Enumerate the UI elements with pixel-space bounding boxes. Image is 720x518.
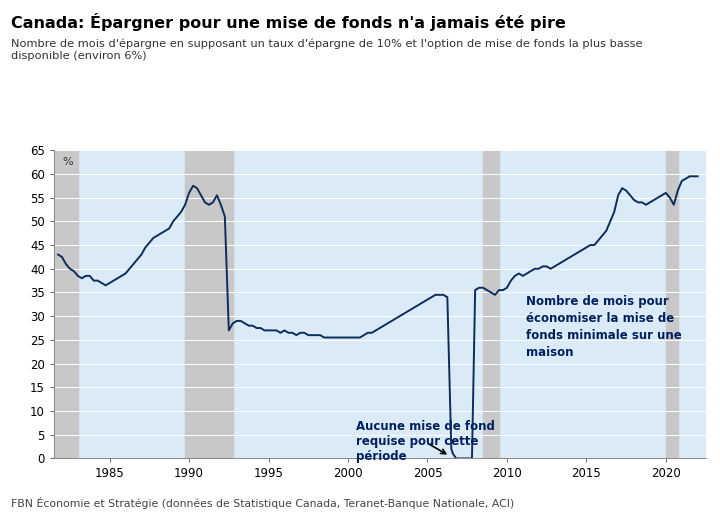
Text: Canada: Épargner pour une mise de fonds n'a jamais été pire: Canada: Épargner pour une mise de fonds … xyxy=(11,13,566,31)
Bar xyxy=(483,150,499,458)
Text: Nombre de mois d'épargne en supposant un taux d'épargne de 10% et l'option de mi: Nombre de mois d'épargne en supposant un… xyxy=(11,39,642,61)
Bar xyxy=(666,150,678,458)
Bar xyxy=(185,150,233,458)
Text: Aucune mise de fond
requise pour cette
période: Aucune mise de fond requise pour cette p… xyxy=(356,421,495,464)
Text: %: % xyxy=(62,157,73,167)
Text: Nombre de mois pour
économiser la mise de
fonds minimale sur une
maison: Nombre de mois pour économiser la mise d… xyxy=(526,295,682,359)
Bar xyxy=(54,150,78,458)
Text: FBN Économie et Stratégie (données de Statistique Canada, Teranet-Banque Nationa: FBN Économie et Stratégie (données de St… xyxy=(11,497,514,509)
